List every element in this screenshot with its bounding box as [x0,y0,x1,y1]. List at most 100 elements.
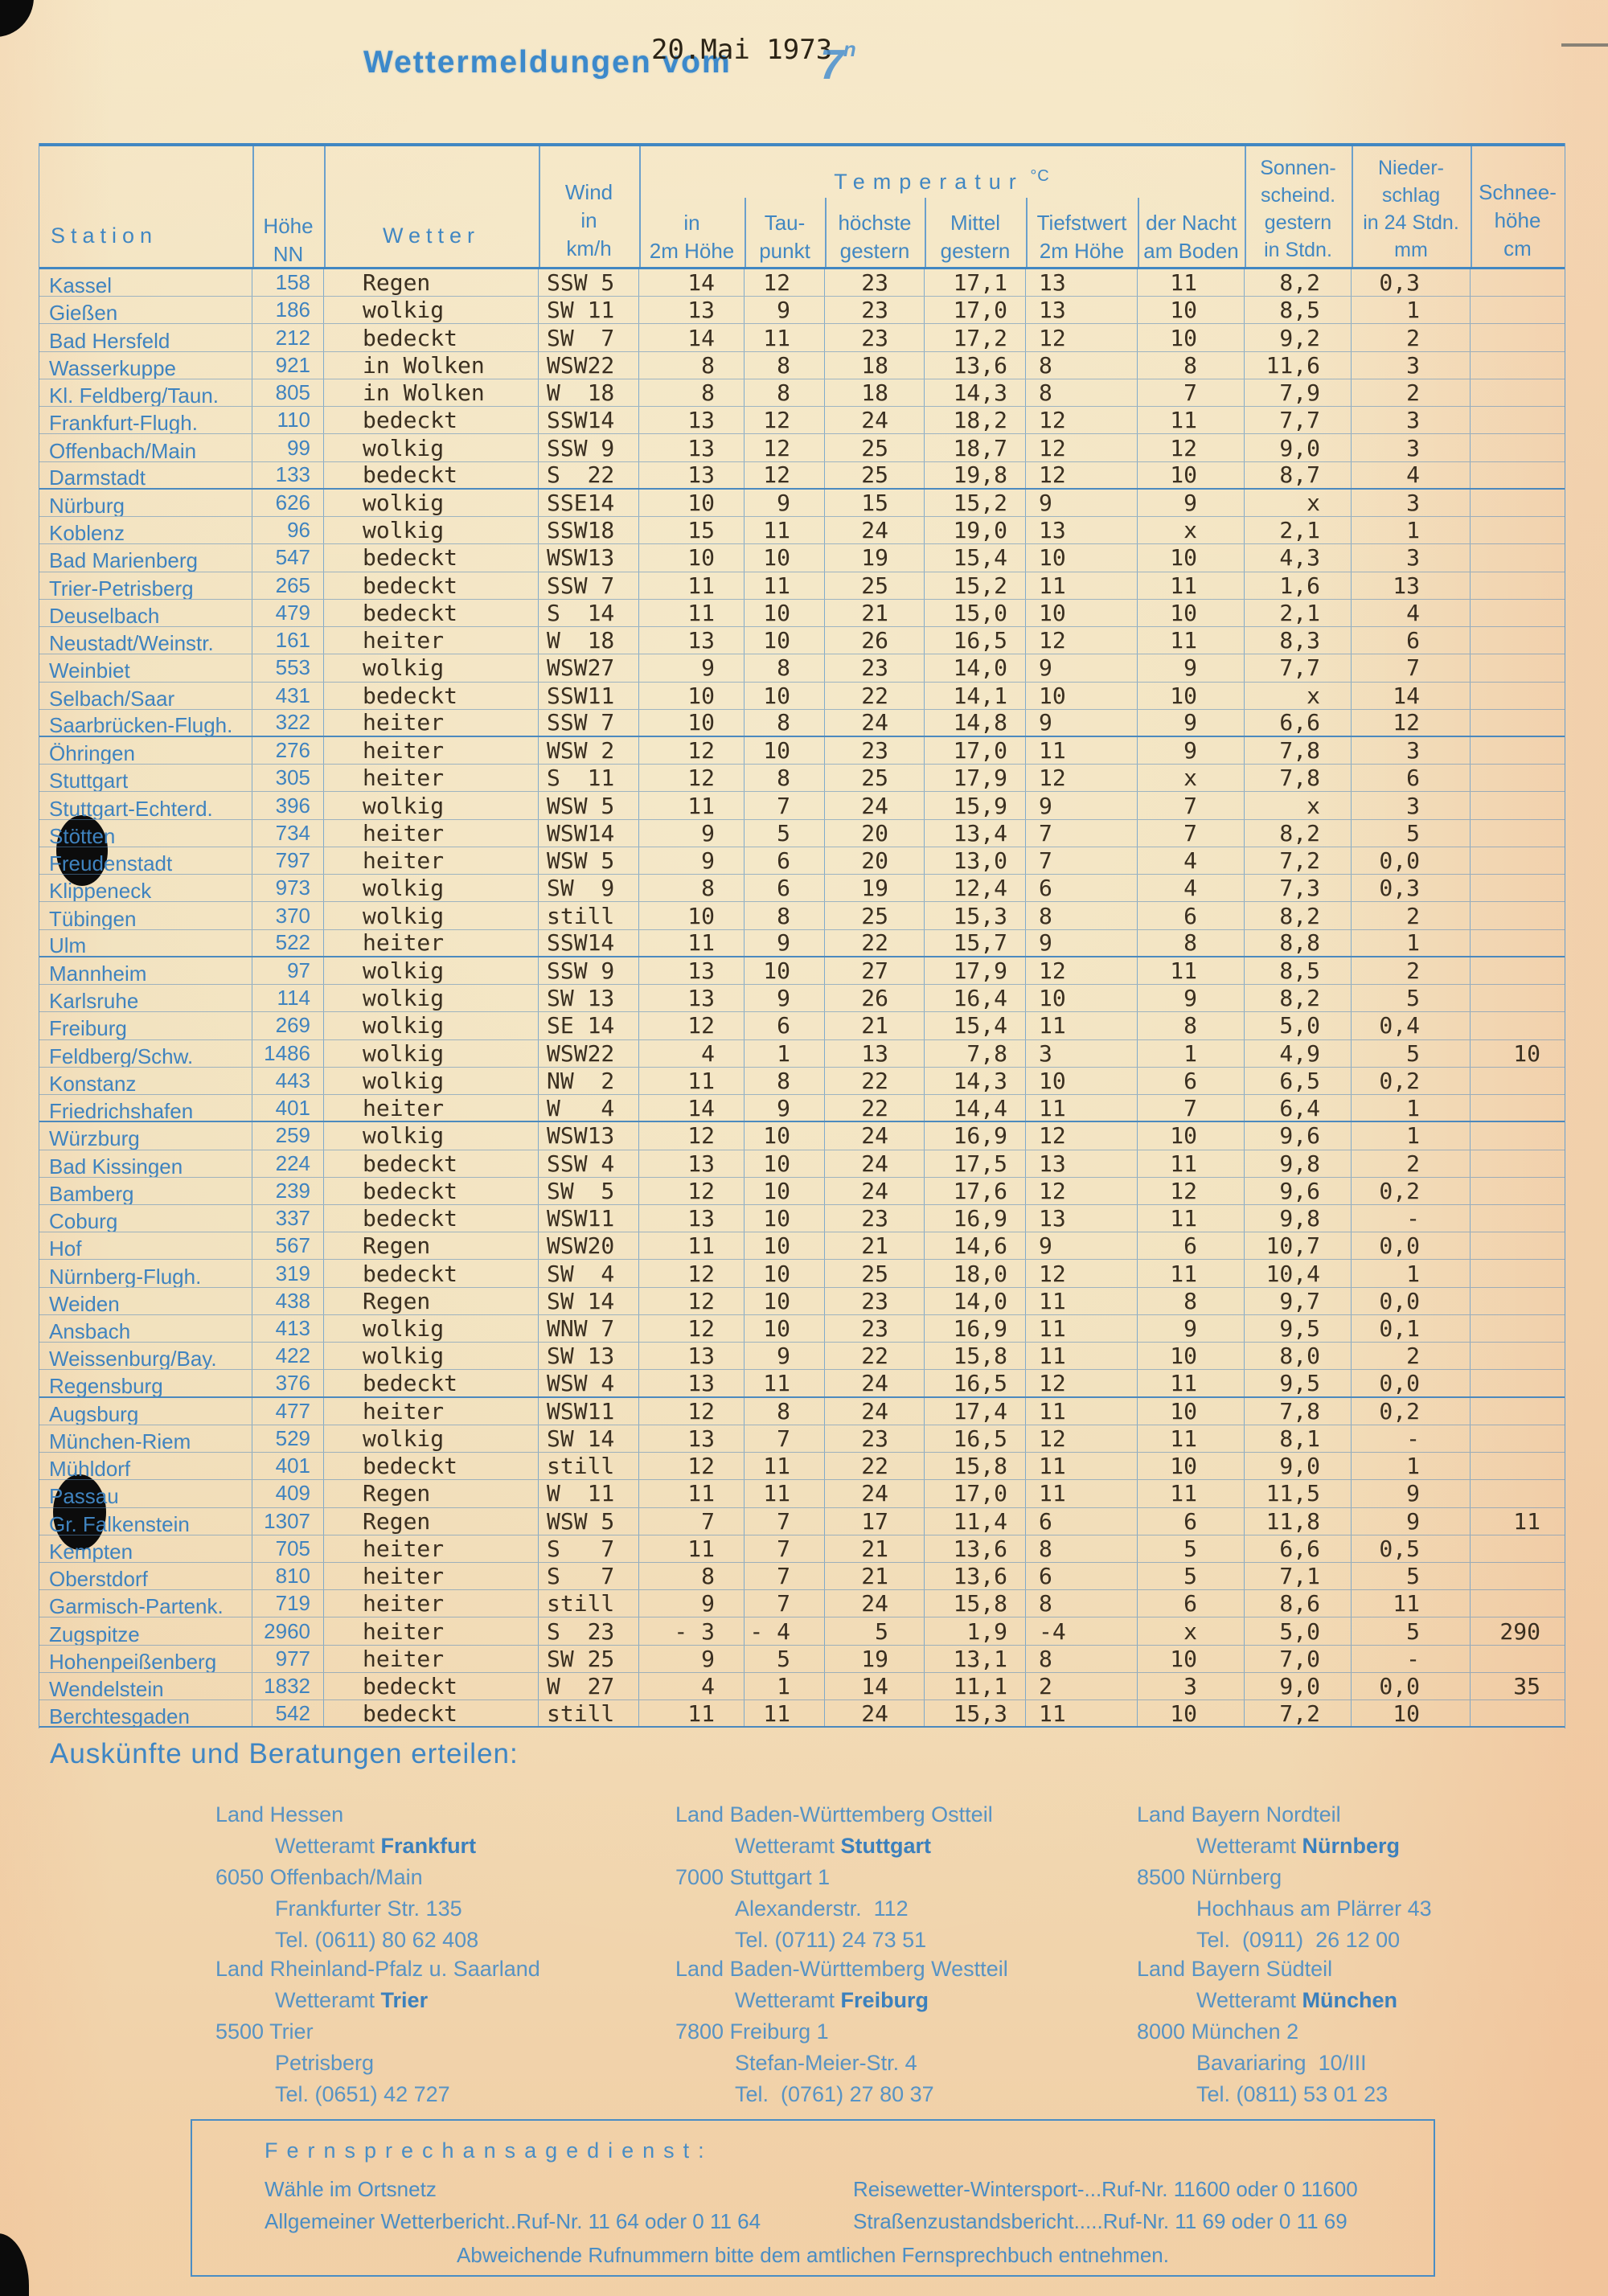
sonnenschein-value: 7,8 [1245,736,1352,765]
wind-value: SSW18 [539,517,639,544]
hoehe-nn-value: 438 [252,1287,324,1314]
tiefstwert-nacht-value: 7 [1138,1095,1245,1121]
taupunkt-value: 8 [745,709,825,736]
mittel-gestern-value: 18,7 [925,434,1026,461]
contact-region: Land Hessen [215,1802,344,1827]
mittel-gestern-value: 13,4 [925,819,1026,847]
tiefstwert-nacht-value: 6 [1138,1232,1245,1260]
hoehe-nn-value: 322 [252,709,324,736]
station-name: Wasserkuppe [39,351,252,379]
mittel-gestern-value: 15,4 [925,1012,1026,1039]
mittel-gestern-value: 14,4 [925,1095,1026,1121]
wind-value: SSW 9 [539,957,639,985]
tiefstwert-2m-value: 8 [1026,351,1138,379]
tiefstwert-nacht-value: 10 [1138,297,1245,324]
mittel-gestern-value: 16,5 [925,1425,1026,1453]
table-row: Kl. Feldberg/Taun. 805 in Wolken W 18 8 8 18 14… [39,379,1565,408]
sonnenschein-value: 7,7 [1245,654,1352,682]
wind-value: NW 2 [539,1067,639,1095]
station-name: Nürburg [39,489,252,517]
tiefstwert-nacht-value: 5 [1138,1563,1245,1590]
contact-line: Stefan-Meier-Str. 4 [735,2051,917,2075]
tiefstwert-nacht-value: 10 [1138,461,1245,488]
sonnenschein-value: x [1245,792,1352,819]
mittel-gestern-value: 13,6 [925,351,1026,379]
schneehoehe-value [1471,462,1565,488]
table-row: Friedrichshafen 401 heiter W 4 14 9 22 14,4 11 7 6… [39,1095,1565,1123]
contact-region: Land Bayern Südteil [1137,1957,1333,1981]
sonnenschein-value: 8,7 [1245,461,1352,488]
hoehe-nn-value: 269 [252,1012,324,1039]
wind-value: SSW 9 [539,434,639,461]
schneehoehe-value [1471,517,1565,543]
sonnenschein-value: 1,6 [1245,572,1352,599]
schneehoehe-value [1471,1343,1565,1369]
hoehe-nn-value: 97 [252,957,324,985]
station-name: Wendelstein [39,1672,252,1700]
wind-value: SSE14 [539,489,639,517]
hoechste-gestern-value: 24 [825,1122,925,1150]
tiefstwert-2m-value: 11 [1026,736,1138,765]
wetter-value: wolkig [324,902,539,929]
tiefstwert-2m-value: 8 [1026,902,1138,929]
hoehe-nn-value: 477 [252,1397,324,1425]
niederschlag-value: 0,2 [1352,1397,1471,1425]
tiefstwert-2m-value: 11 [1026,1343,1138,1370]
niederschlag-value: 2 [1352,902,1471,929]
tiefstwert-nacht-value: 10 [1138,1645,1245,1672]
taupunkt-value: 11 [745,1453,825,1480]
schneehoehe-value [1471,1012,1565,1039]
taupunkt-value: 10 [745,1314,825,1343]
tiefstwert-2m-value: 9 [1026,654,1138,682]
table-row: Feldberg/Schw. 1486 wolkig WSW22 4 1 13 7,8 3 1 4,… [39,1039,1565,1068]
niederschlag-value: 2 [1352,1150,1471,1177]
temp-2m-value: 14 [639,269,745,297]
tiefstwert-nacht-value: 7 [1138,379,1245,407]
tiefstwert-2m-value: 12 [1026,461,1138,488]
table-row: Ansbach 413 wolkig WNW 7 12 10 23 16,9 11 9 9,5 0,1 [39,1314,1565,1343]
niederschlag-value: 0,2 [1352,1067,1471,1095]
contact-phone: Tel. (0651) 42 727 [275,2082,450,2106]
niederschlag-value: 1 [1352,1453,1471,1480]
col-header-mittel-gestern: Mittel gestern [940,211,1011,263]
niederschlag-value: 0,5 [1352,1535,1471,1563]
hoehe-nn-value: 810 [252,1563,324,1590]
schneehoehe-value [1471,1563,1565,1589]
sonnenschein-value: 6,6 [1245,1535,1352,1563]
sonnenschein-value: 6,6 [1245,709,1352,736]
tiefstwert-2m-value: 11 [1026,1314,1138,1343]
sonnenschein-value: 6,5 [1245,1067,1352,1095]
table-row: München-Riem 529 wolkig SW 14 13 7 23 16,5 12 11 8… [39,1425,1565,1453]
tiefstwert-2m-value: 12 [1026,1260,1138,1287]
column-divider [539,146,540,267]
tiefstwert-nacht-value: x [1138,1617,1245,1645]
tiefstwert-nacht-value: 9 [1138,736,1245,765]
temp-2m-value: 13 [639,297,745,324]
wind-value: SSW14 [539,929,639,956]
temp-2m-value: 11 [639,1067,745,1095]
station-name: Ansbach [39,1314,252,1343]
niederschlag-value: 3 [1352,351,1471,379]
contact-phone: Tel. (0811) 53 01 23 [1196,2082,1389,2106]
sonnenschein-value: 9,2 [1245,324,1352,351]
niederschlag-value: 0,0 [1352,1672,1471,1700]
hoehe-nn-value: 1832 [252,1672,324,1700]
taupunkt-value: 12 [745,269,825,297]
temp-2m-value: 15 [639,517,745,544]
niederschlag-value: 0,3 [1352,875,1471,902]
mittel-gestern-value: 15,2 [925,572,1026,599]
tiefstwert-nacht-value: 1 [1138,1039,1245,1067]
niederschlag-value: 6 [1352,627,1471,654]
hoehe-nn-value: 797 [252,847,324,875]
wind-value: SW 14 [539,1287,639,1314]
niederschlag-value: 1 [1352,297,1471,324]
sonnenschein-value: 10,7 [1245,1232,1352,1260]
taupunkt-value: 9 [745,297,825,324]
wind-value: S 7 [539,1563,639,1590]
niederschlag-value: 5 [1352,985,1471,1012]
table-row: Nürnberg-Flugh. 319 bedeckt SW 4 12 10 25 18,0 1… [39,1260,1565,1288]
hoechste-gestern-value: 24 [825,709,925,736]
station-name: Stötten [39,819,252,847]
mittel-gestern-value: 16,9 [925,1314,1026,1343]
